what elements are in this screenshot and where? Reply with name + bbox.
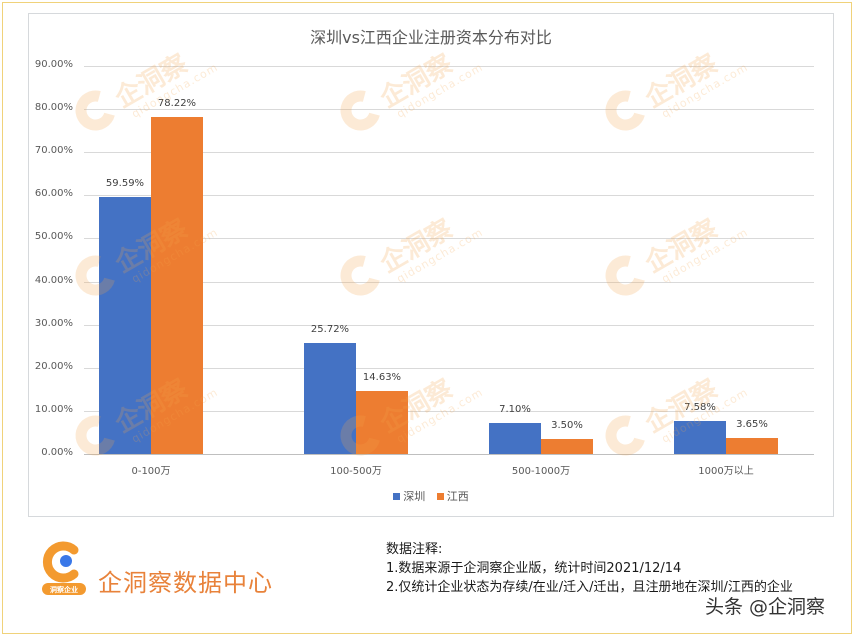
source-credit: 头条 @企洞察 <box>705 596 826 618</box>
notes-title: 数据注释: <box>386 542 443 557</box>
data-label: 59.59% <box>105 178 145 190</box>
y-tick-label: 70.00% <box>34 145 73 157</box>
chart-container: 深圳vs江西企业注册资本分布对比 0.00% 10.00% 20.00% 30.00%… <box>28 13 834 517</box>
legend-swatch-shenzhen <box>393 492 401 500</box>
brand-name: 企洞察数据中心 <box>98 569 273 597</box>
data-label: 3.65% <box>736 419 768 431</box>
bar-jiangxi[interactable] <box>151 116 203 454</box>
legend-label-shenzhen: 深圳 <box>403 490 426 503</box>
y-tick-label: 0.00% <box>41 447 73 458</box>
data-label: 78.22% <box>157 97 197 109</box>
note-2: 2.仅统计企业状态为存续/在业/迁入/迁出，且注册地在深圳/江西的企业 <box>386 580 793 595</box>
bar-jiangxi[interactable] <box>726 438 778 454</box>
bar-jiangxi[interactable] <box>356 390 408 454</box>
gridline <box>84 152 814 154</box>
data-label: 7.10% <box>499 404 531 416</box>
legend-item-shenzhen[interactable]: 深圳 <box>393 488 425 504</box>
gridline <box>84 195 814 197</box>
legend-item-jiangxi[interactable]: 江西 <box>436 488 469 504</box>
gridline <box>84 109 814 111</box>
y-tick-label: 30.00% <box>34 317 73 329</box>
y-tick-label: 50.00% <box>34 231 73 243</box>
x-tick-label: 100-500万 <box>330 466 382 477</box>
x-tick-label: 500-1000万 <box>511 466 571 477</box>
plot-area: 0.00% 10.00% 20.00% 30.00% 40.00% 50.00% 60.00… <box>29 14 835 518</box>
y-tick-label: 20.00% <box>34 360 73 372</box>
y-tick-label: 10.00% <box>34 403 73 415</box>
data-label: 3.50% <box>551 419 583 431</box>
x-tick-label: 0-100万 <box>131 466 171 477</box>
gridline <box>84 281 814 283</box>
bar-shenzhen[interactable] <box>304 343 356 454</box>
legend-swatch-jiangxi <box>436 492 444 500</box>
y-tick-label: 90.00% <box>34 59 73 70</box>
legend: 深圳 江西 <box>29 488 833 504</box>
bar-shenzhen[interactable] <box>489 423 541 454</box>
y-tick-label: 60.00% <box>34 188 73 200</box>
data-label: 14.63% <box>362 371 402 383</box>
gridline <box>84 367 814 369</box>
x-tick-label: 1000万以上 <box>698 466 754 477</box>
svg-text:洞察企业: 洞察企业 <box>50 585 78 594</box>
gridline <box>84 410 814 412</box>
note-1: 1.数据来源于企洞察企业版，统计时间2021/12/14 <box>386 561 682 576</box>
gridline <box>84 238 814 240</box>
data-label: 7.58% <box>684 402 716 414</box>
x-axis-line <box>84 454 814 455</box>
data-notes: 数据注释: 1.数据来源于企洞察企业版，统计时间2021/12/14 2.仅统计… <box>386 540 836 597</box>
bar-jiangxi[interactable] <box>541 438 593 454</box>
brand-logo-icon: 洞察企业 <box>42 541 86 595</box>
bar-shenzhen[interactable] <box>99 197 151 454</box>
bar-shenzhen[interactable] <box>674 421 726 454</box>
gridline <box>84 324 814 326</box>
y-tick-label: 80.00% <box>34 102 73 114</box>
y-tick-label: 40.00% <box>34 274 73 286</box>
legend-label-jiangxi: 江西 <box>446 490 469 503</box>
gridline <box>84 66 814 67</box>
data-label: 25.72% <box>310 324 350 336</box>
chart-title: 深圳vs江西企业注册资本分布对比 <box>310 28 552 47</box>
